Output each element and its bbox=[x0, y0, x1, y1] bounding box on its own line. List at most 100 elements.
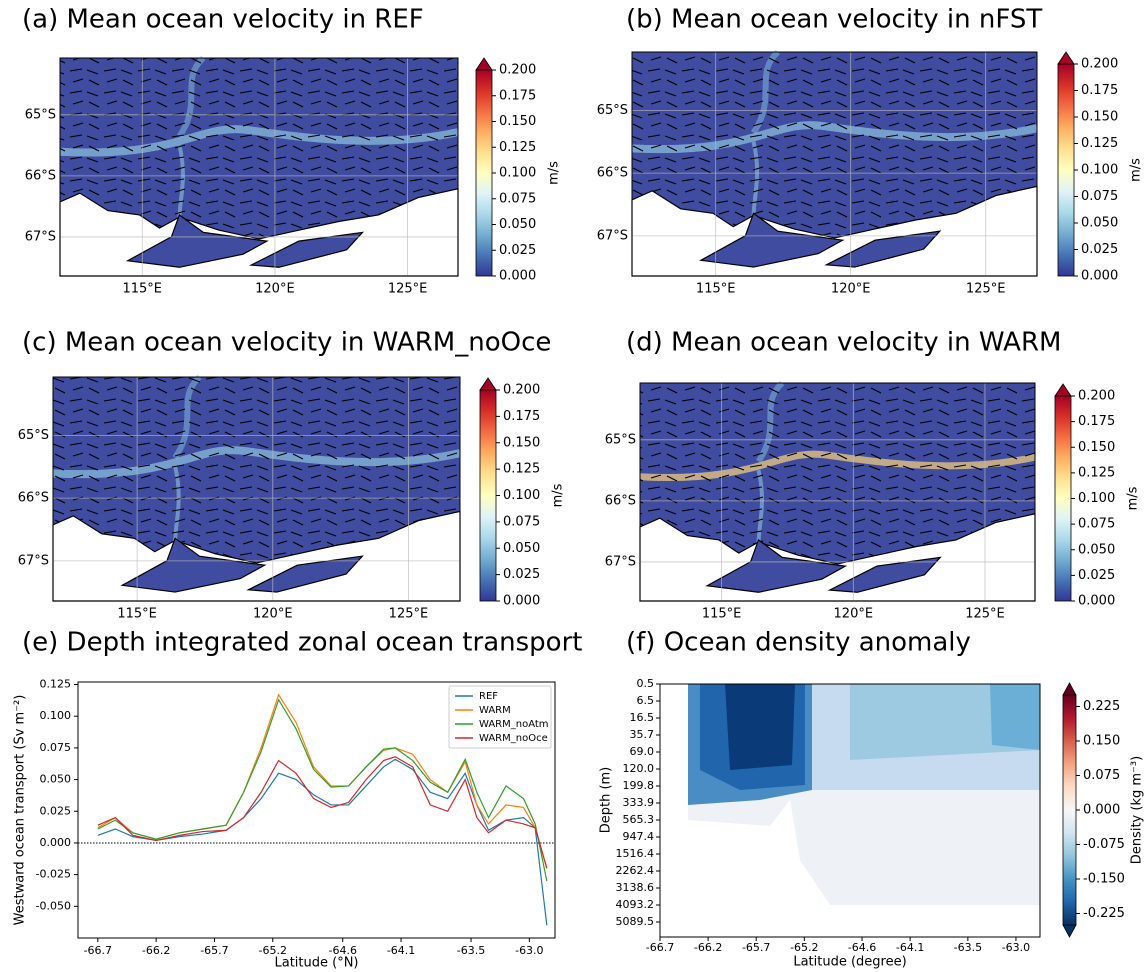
x-tick-label: 125°E bbox=[966, 282, 1006, 297]
map-frame bbox=[639, 382, 1036, 602]
y-axis-label: Westward ocean transport (Sv m⁻²) bbox=[13, 695, 28, 926]
panel-title: (f) Ocean density anomaly bbox=[626, 628, 971, 658]
panel-title: (c) Mean ocean velocity in WARM_noOce bbox=[22, 328, 551, 358]
y-tick-label: 67°S bbox=[18, 553, 49, 568]
y-tick-label: 65°S bbox=[597, 103, 628, 118]
y-tick-label: 66°S bbox=[605, 493, 636, 508]
y-tick-label: 65°S bbox=[25, 107, 56, 122]
y-tick-label: 66°S bbox=[597, 166, 628, 181]
colorbar-extend bbox=[1062, 924, 1077, 938]
x-tick-label: -66.7 bbox=[646, 941, 674, 954]
colorbar-tick-label: 0.175 bbox=[1081, 83, 1118, 98]
colorbar-tick-label: 0.125 bbox=[1078, 465, 1115, 480]
legend-label: WARM_noAtm bbox=[479, 719, 549, 730]
panel-title: (e) Depth integrated zonal ocean transpo… bbox=[22, 628, 582, 658]
y-tick-label: 0.000 bbox=[40, 836, 72, 849]
colorbar-tick-label: 0.050 bbox=[503, 541, 540, 556]
colorbar-extend bbox=[1057, 51, 1075, 65]
colorbar-label: m/s bbox=[1126, 486, 1141, 510]
legend-label: WARM_noOce bbox=[479, 733, 548, 744]
y-tick-label: 5089.5 bbox=[616, 915, 655, 928]
colorbar-tick-label: 0.075 bbox=[499, 191, 536, 206]
legend-box bbox=[448, 685, 552, 749]
y-tick-label: 4093.2 bbox=[616, 898, 655, 911]
colorbar-tick-label: 0.150 bbox=[1083, 734, 1120, 749]
x-tick-label: 120°E bbox=[253, 607, 293, 622]
x-tick-label: 115°E bbox=[702, 607, 742, 622]
colorbar-label: m/s bbox=[1129, 158, 1144, 182]
x-axis-label: Latitude (degree) bbox=[793, 955, 906, 970]
x-tick-label: -63.5 bbox=[457, 944, 485, 957]
x-tick-label: -66.2 bbox=[142, 944, 170, 957]
colorbar-extend bbox=[1062, 682, 1077, 696]
colorbar-tick-label: 0.100 bbox=[499, 166, 536, 181]
colorbar-tick-label: 0.200 bbox=[499, 63, 536, 78]
ice-shelf bbox=[246, 555, 364, 593]
x-tick-label: 120°E bbox=[831, 282, 871, 297]
y-tick-label: -0.050 bbox=[36, 899, 71, 912]
colorbar-tick-label: 0.200 bbox=[1081, 57, 1118, 72]
y-tick-label: 0.075 bbox=[40, 741, 72, 754]
colorbar-tick-label: 0.125 bbox=[499, 140, 536, 155]
colorbar-extend bbox=[479, 377, 497, 391]
y-tick-label: 65°S bbox=[605, 432, 636, 447]
colorbar-tick-label: 0.150 bbox=[1081, 110, 1118, 125]
ice-shelf bbox=[827, 556, 942, 593]
colorbar-tick-label: 0.100 bbox=[1081, 163, 1118, 178]
x-tick-label: 125°E bbox=[389, 607, 429, 622]
y-tick-label: 0.100 bbox=[40, 709, 72, 722]
x-tick-label: -64.6 bbox=[848, 941, 876, 954]
colorbar-tick-label: 0.025 bbox=[1078, 568, 1115, 583]
colorbar-tick-label: 0.150 bbox=[1078, 440, 1115, 455]
y-tick-label: 69.0 bbox=[630, 745, 655, 758]
series-line bbox=[97, 758, 548, 926]
x-tick-label: 120°E bbox=[834, 607, 874, 622]
colorbar-tick-label: 0.175 bbox=[1078, 414, 1115, 429]
y-tick-label: 2262.4 bbox=[616, 864, 655, 877]
colorbar-tick-label: 0.050 bbox=[1081, 216, 1118, 231]
colorbar-tick-label: 0.075 bbox=[1083, 768, 1120, 783]
colorbar-tick-label: 0.000 bbox=[499, 269, 536, 284]
x-tick-label: -65.2 bbox=[259, 944, 287, 957]
x-tick-label: 115°E bbox=[696, 282, 736, 297]
colorbar-tick-label: 0.025 bbox=[499, 243, 536, 258]
y-tick-label: 35.7 bbox=[630, 728, 655, 741]
colorbar-tick-label: 0.225 bbox=[1083, 699, 1120, 714]
x-tick-label: -64.1 bbox=[896, 941, 924, 954]
panel-title: (d) Mean ocean velocity in WARM bbox=[626, 328, 1061, 358]
y-tick-label: 565.3 bbox=[623, 813, 655, 826]
colorbar-tick-label: 0.100 bbox=[1078, 491, 1115, 506]
colorbar bbox=[479, 389, 497, 602]
y-tick-label: 333.9 bbox=[623, 796, 655, 809]
colorbar-tick-label: 0.025 bbox=[503, 567, 540, 582]
x-tick-label: -65.7 bbox=[200, 944, 228, 957]
map-frame bbox=[59, 57, 459, 277]
colorbar bbox=[1054, 395, 1072, 602]
y-tick-label: 16.5 bbox=[630, 711, 655, 724]
x-tick-label: -65.2 bbox=[790, 941, 818, 954]
colorbar-tick-label: 0.025 bbox=[1081, 242, 1118, 257]
colorbar bbox=[475, 69, 493, 277]
x-tick-label: -63.5 bbox=[954, 941, 982, 954]
colorbar-tick-label: 0.100 bbox=[503, 488, 540, 503]
colorbar-tick-label: 0.000 bbox=[503, 594, 540, 609]
y-tick-label: 65°S bbox=[18, 428, 49, 443]
legend-label: WARM bbox=[479, 705, 511, 716]
x-tick-label: -66.7 bbox=[84, 944, 112, 957]
x-tick-label: 115°E bbox=[122, 282, 162, 297]
colorbar-tick-label: 0.125 bbox=[503, 462, 540, 477]
y-tick-label: 67°S bbox=[605, 554, 636, 569]
x-tick-label: -66.2 bbox=[694, 941, 722, 954]
colorbar bbox=[1057, 63, 1075, 277]
series-line bbox=[97, 756, 548, 869]
colorbar-label: m/s bbox=[551, 483, 566, 507]
y-tick-label: 67°S bbox=[597, 228, 628, 243]
plot-frame bbox=[659, 683, 1041, 938]
colorbar-tick-label: 0.000 bbox=[1083, 803, 1120, 818]
colorbar-tick-label: 0.075 bbox=[1078, 517, 1115, 532]
colorbar-tick-label: 0.000 bbox=[1081, 269, 1118, 284]
y-tick-label: 0.5 bbox=[637, 677, 655, 690]
colorbar-tick-label: 0.175 bbox=[503, 409, 540, 424]
colorbar-tick-label: 0.150 bbox=[499, 114, 536, 129]
